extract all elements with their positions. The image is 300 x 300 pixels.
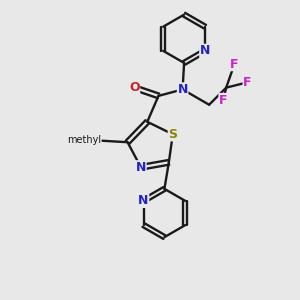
Text: O: O — [129, 81, 140, 94]
Text: N: N — [136, 161, 146, 174]
Text: F: F — [230, 58, 239, 70]
Text: F: F — [219, 94, 227, 106]
Text: N: N — [138, 194, 149, 207]
Text: S: S — [168, 128, 177, 141]
Text: N: N — [177, 83, 188, 96]
Text: N: N — [200, 44, 210, 57]
Text: methyl: methyl — [67, 135, 101, 145]
Text: F: F — [243, 76, 252, 89]
